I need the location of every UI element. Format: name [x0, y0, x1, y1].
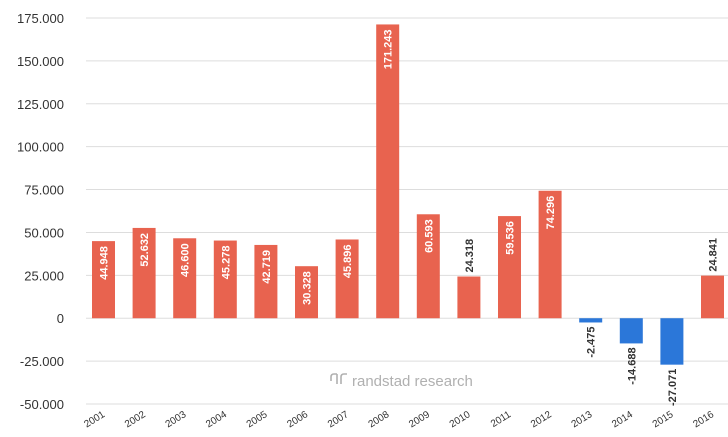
y-tick-label: 25.000 — [24, 268, 64, 283]
bars — [92, 24, 724, 365]
bar-2015 — [660, 318, 684, 365]
bar-value-label: 30.328 — [302, 271, 314, 305]
bar-2012 — [538, 190, 562, 319]
x-tick-label: 2013 — [570, 409, 595, 430]
bar-value-label: 171.243 — [383, 29, 395, 69]
bar-2011 — [498, 216, 521, 319]
bar-2002 — [132, 227, 156, 319]
y-tick-label: 0 — [57, 311, 64, 326]
bar-value-label: -2.475 — [586, 326, 598, 357]
grid-lines — [86, 17, 728, 405]
bar-2016 — [701, 275, 724, 319]
bar-value-label: 74.296 — [545, 196, 557, 230]
y-tick-label: 175.000 — [17, 11, 64, 26]
bar-value-label: 24.841 — [708, 238, 720, 272]
bar-value-label: 52.632 — [139, 233, 151, 267]
bar-2007 — [335, 239, 359, 319]
y-axis-ticks: -50.000 -25.000 0 25.000 50.000 75.000 100.000… — [17, 11, 64, 412]
y-tick-label: 125.000 — [17, 97, 64, 112]
x-tick-label: 2015 — [651, 409, 676, 430]
y-tick-label: -50.000 — [20, 397, 64, 412]
bar-value-label: 44.948 — [99, 246, 111, 280]
y-tick-label: 50.000 — [24, 225, 64, 240]
x-tick-label: 2003 — [164, 409, 189, 430]
bar-2006 — [295, 266, 318, 319]
bar-2003 — [173, 238, 197, 319]
bar-2005 — [254, 244, 278, 319]
x-tick-label: 2008 — [367, 409, 392, 430]
y-tick-label: 75.000 — [24, 183, 64, 198]
x-tick-label: 2007 — [326, 409, 351, 430]
x-axis-ticks: 2001 2002 2003 2004 2005 2006 2007 2008 2009 2010… — [82, 409, 716, 430]
watermark: randstad research — [330, 373, 473, 390]
bar-value-label: 45.278 — [220, 246, 232, 280]
bar-value-label: 46.600 — [180, 243, 192, 277]
bar-value-label: 45.896 — [342, 244, 354, 278]
x-tick-label: 2002 — [123, 409, 148, 430]
bar-2014 — [619, 318, 643, 344]
x-tick-label: 2001 — [82, 409, 107, 430]
x-tick-label: 2012 — [529, 409, 554, 430]
bar-2004 — [213, 240, 237, 319]
bar-value-label: 42.719 — [261, 250, 273, 284]
bar-2001 — [92, 241, 115, 319]
bar-2008 — [376, 24, 400, 319]
x-tick-label: 2004 — [204, 409, 229, 430]
bar-value-label: 59.536 — [505, 221, 517, 255]
bar-2010 — [457, 276, 481, 319]
x-tick-label: 2006 — [285, 409, 310, 430]
bar-labels: 44.948 52.632 46.600 45.278 42.719 30.328 45.8… — [99, 29, 720, 406]
x-tick-label: 2016 — [691, 409, 716, 430]
x-tick-label: 2009 — [407, 409, 432, 430]
bar-value-label: 24.318 — [464, 239, 476, 273]
y-tick-label: 150.000 — [17, 54, 64, 69]
x-tick-label: 2014 — [610, 409, 635, 430]
y-tick-label: 100.000 — [17, 140, 64, 155]
watermark-text: randstad research — [352, 373, 473, 390]
y-tick-label: -25.000 — [20, 354, 64, 369]
bar-value-label: 60.593 — [423, 219, 435, 253]
bar-2013 — [579, 318, 603, 323]
x-tick-label: 2010 — [448, 409, 473, 430]
randstad-logo-icon — [330, 373, 347, 384]
bar-value-label: -27.071 — [667, 369, 679, 406]
bar-value-label: -14.688 — [626, 347, 638, 384]
x-tick-label: 2011 — [489, 409, 513, 430]
x-tick-label: 2005 — [245, 409, 270, 430]
bar-2009 — [416, 214, 440, 319]
